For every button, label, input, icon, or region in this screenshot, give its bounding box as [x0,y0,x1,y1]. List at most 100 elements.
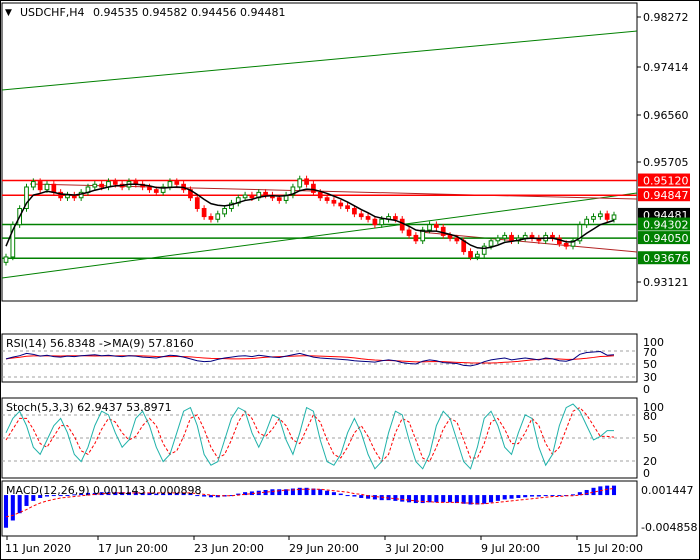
time-axis-label: 15 Jul 20:00 [577,542,643,555]
macd-bar [133,492,138,496]
macd-bar [277,489,282,496]
macd-bar [543,495,548,497]
candle-body [153,189,159,193]
candle-body [591,216,596,220]
price-pane[interactable]: ▼ USDCHF,H4 0.94535 0.94582 0.94456 0.94… [1,2,690,302]
macd-bar [345,495,350,497]
low-price: 0.94456 [191,6,237,19]
rsi-axis-label: 100 [643,336,664,349]
macd-bar [154,493,159,496]
rsi-axis-label: 50 [643,358,657,371]
candle-body [420,229,426,242]
candle-body [365,216,371,220]
macd-bar [413,495,418,504]
price-tag [638,251,690,265]
candle-body [522,234,528,239]
stoch-k-line [5,403,614,470]
candle-body [488,240,494,247]
candle-body [263,191,268,196]
macd-bar [249,491,254,496]
candle-body [447,234,453,239]
macd-bar [529,495,535,497]
macd-bar [468,495,473,505]
macd-bar [591,487,596,496]
candle-body [290,186,296,196]
candle-body [570,240,576,247]
candle-body [440,226,446,236]
candle-body [297,178,303,188]
macd-bar [407,495,412,503]
macd-bar [311,488,316,496]
time-axis[interactable]: 11 Jun 2020 17 Jun 20:00 23 Jun 20:00 29… [5,536,643,555]
time-axis-label: 29 Jun 20:00 [289,542,359,555]
macd-bar [331,492,336,496]
macd-bar [58,495,63,497]
macd-bar [550,495,555,497]
candle-body [194,197,200,210]
rsi-pane[interactable]: RSI(14) 56.8348 ->MA(9) 57.8160 100 70 5… [1,333,664,396]
macd-bar [420,495,425,504]
candle-body [304,178,309,185]
macd-bar [509,495,514,499]
macd-bar [31,495,36,501]
macd-bar [167,492,172,496]
macd-bar [290,488,295,496]
macd-bar [24,495,29,506]
macd-bar [584,489,589,496]
candle-body [509,234,514,242]
macd-bar [352,495,357,497]
candle-body [276,197,282,201]
moving-average-line [5,183,615,250]
lower-green-trendline [1,192,638,279]
macd-bar [605,485,610,496]
candle-body [454,237,460,242]
price-plot-area[interactable] [1,2,638,302]
candle-body [37,181,43,191]
candle-body [44,183,50,191]
time-axis-label: 17 Jun 20:00 [98,542,168,555]
macd-bar [263,489,268,496]
candle-body [352,208,357,215]
candle-body [413,234,419,242]
rsi-line [5,351,615,367]
candle-body [399,218,405,231]
macd-bar [188,493,193,496]
candle-body [502,234,508,239]
macd-histogram [3,485,617,528]
macd-bar [181,492,186,496]
candle-body [99,183,104,188]
candle-body [65,194,70,199]
macd-bar [338,493,343,496]
candle-body [597,213,603,218]
macd-bar [38,495,43,498]
upper-green-trendline [1,30,638,91]
price-axis[interactable]: 0.98272 0.97414 0.96560 0.95705 0.93121 [637,11,689,289]
macd-bar [372,495,377,500]
macd-bar [475,495,480,505]
candle-body [208,216,214,220]
candle-body [604,213,610,220]
macd-bar [17,495,22,514]
macd-axis-label: 0.001447 [641,484,694,497]
macd-bar [570,494,576,496]
stoch-pane[interactable]: Stoch(5,3,3) 62.9437 53.8971 100 80 50 2… [1,397,664,480]
macd-bar [243,492,248,496]
price-axis-label: 0.97414 [643,61,689,74]
macd-bar [366,495,371,499]
rsi-axis-label: 0 [643,383,650,396]
candle-body [167,181,173,188]
price-tag-label: 0.94302 [643,219,689,232]
stoch-axis-label: 20 [643,455,657,468]
macd-bar [318,489,323,496]
macd-pane[interactable]: MACD(12,26,9) 0.001143 0.000898 0.001447… [1,480,697,537]
price-tag-label: 0.95120 [643,175,689,188]
macd-bar [557,495,562,497]
rsi-axis-label: 70 [643,346,657,359]
macd-bar [427,495,432,503]
symbol-arrow-icon[interactable]: ▼ [5,8,12,18]
price-tag [638,231,690,245]
price-level-tags: 0.951200.948470.944810.943020.940500.936… [638,173,690,265]
macd-bar [126,492,131,496]
macd-bar [611,485,617,496]
